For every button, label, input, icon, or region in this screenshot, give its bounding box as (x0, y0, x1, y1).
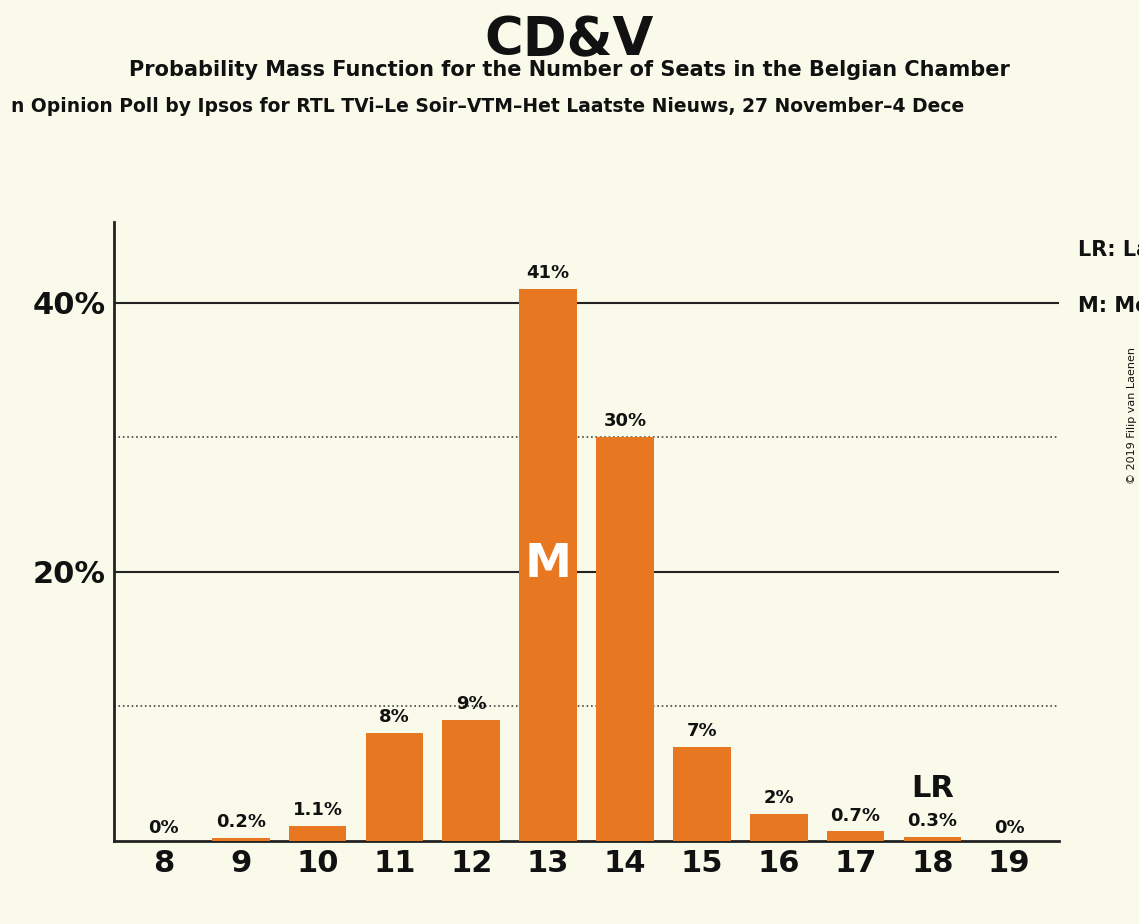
Text: LR: LR (911, 774, 953, 803)
Text: 30%: 30% (604, 412, 647, 431)
Text: CD&V: CD&V (485, 14, 654, 66)
Bar (519, 289, 577, 841)
Text: 9%: 9% (456, 695, 486, 713)
Text: 0.2%: 0.2% (215, 813, 265, 832)
Text: Probability Mass Function for the Number of Seats in the Belgian Chamber: Probability Mass Function for the Number… (129, 60, 1010, 80)
Bar (749, 814, 808, 841)
Bar (442, 720, 500, 841)
Bar (903, 837, 961, 841)
Bar (212, 838, 270, 841)
Text: 1.1%: 1.1% (293, 801, 343, 820)
Text: 0%: 0% (148, 819, 179, 837)
Text: 0.3%: 0.3% (908, 812, 958, 830)
Text: 7%: 7% (687, 722, 718, 740)
Text: 8%: 8% (379, 709, 410, 726)
Text: © 2019 Filip van Laenen: © 2019 Filip van Laenen (1126, 347, 1137, 484)
Bar (827, 832, 884, 841)
Text: n Opinion Poll by Ipsos for RTL TVi–Le Soir–VTM–Het Laatste Nieuws, 27 November–: n Opinion Poll by Ipsos for RTL TVi–Le S… (11, 97, 965, 116)
Text: M: M (525, 542, 572, 588)
Text: 41%: 41% (526, 264, 570, 283)
Text: LR: Last Result: LR: Last Result (1079, 240, 1139, 261)
Bar (673, 747, 731, 841)
Text: M: Median: M: Median (1079, 296, 1139, 316)
Bar (289, 826, 346, 841)
Text: 2%: 2% (763, 789, 794, 808)
Bar (596, 437, 654, 841)
Bar (366, 733, 424, 841)
Text: 0%: 0% (994, 819, 1025, 837)
Text: 0.7%: 0.7% (830, 807, 880, 825)
